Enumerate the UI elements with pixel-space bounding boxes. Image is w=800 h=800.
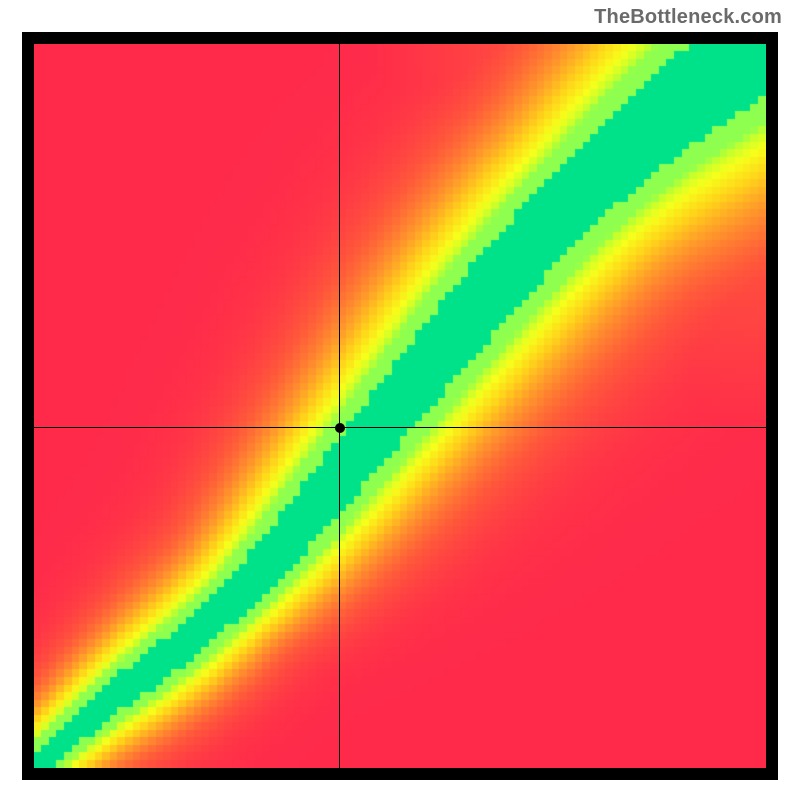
chart-frame [22,32,778,780]
watermark-text: TheBottleneck.com [594,6,782,29]
chart-container: TheBottleneck.com [0,0,800,800]
